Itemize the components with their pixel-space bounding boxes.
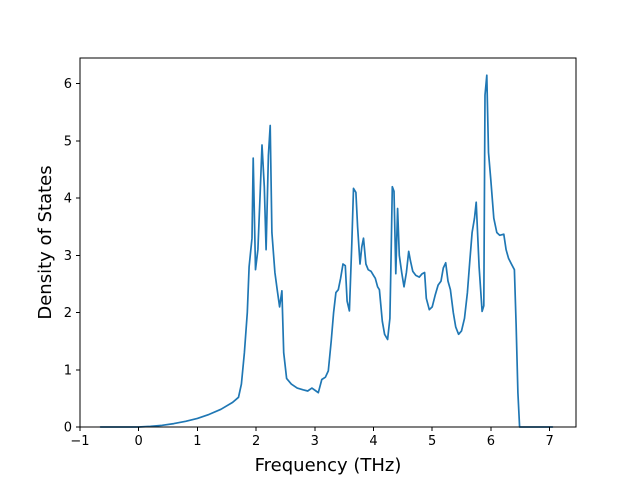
x-tick-label: −1 <box>70 434 89 449</box>
dos-series-line-0 <box>99 74 554 428</box>
x-tick-label: 5 <box>428 434 436 449</box>
x-tick-label: 1 <box>193 434 201 449</box>
y-tick-label: 0 <box>64 421 72 436</box>
x-tick-label: 4 <box>369 434 377 449</box>
plot-frame <box>79 57 577 428</box>
y-tick-label: 2 <box>64 306 72 321</box>
x-tick-label: 3 <box>311 434 319 449</box>
y-tick-label: 3 <box>64 249 72 264</box>
x-axis-ticks: −1 0 1 2 3 4 5 6 7 <box>70 427 554 449</box>
y-axis-title: Density of States <box>35 165 56 319</box>
x-tick-label: 6 <box>487 434 495 449</box>
x-axis-title: Frequency (THz) <box>255 455 402 476</box>
x-tick-label: 7 <box>545 434 553 449</box>
plot-area <box>99 74 554 428</box>
y-tick-label: 6 <box>64 77 72 92</box>
y-axis-ticks: 0 1 2 3 4 5 6 <box>64 77 80 436</box>
x-tick-label: 2 <box>252 434 260 449</box>
y-tick-label: 4 <box>64 192 72 207</box>
y-tick-label: 1 <box>64 363 72 378</box>
x-tick-label: 0 <box>135 434 143 449</box>
y-tick-label: 5 <box>64 134 72 149</box>
